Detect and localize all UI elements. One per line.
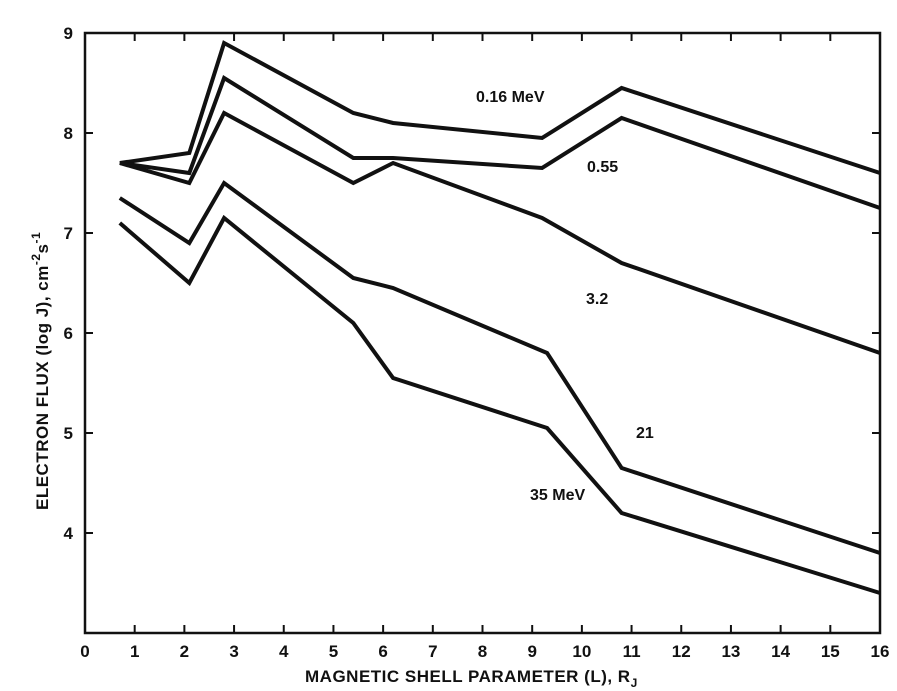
series-line-2 bbox=[119, 110, 881, 355]
y-tick-label: 8 bbox=[64, 124, 73, 143]
series-line-1 bbox=[119, 75, 881, 210]
y-tick-label: 6 bbox=[64, 324, 73, 343]
x-tick-label: 15 bbox=[821, 642, 840, 661]
series-label-0-16-mev: 0.16 MeV bbox=[476, 89, 545, 106]
series-line-3 bbox=[118, 180, 881, 555]
x-tick-label: 3 bbox=[229, 642, 238, 661]
x-tick-label: 11 bbox=[623, 642, 641, 661]
plot-frame bbox=[83, 31, 882, 635]
y-tick-label: 4 bbox=[64, 524, 74, 543]
x-tick-label: 12 bbox=[672, 642, 691, 661]
x-tick-label: 0 bbox=[80, 642, 89, 661]
y-tick-label: 9 bbox=[64, 24, 73, 43]
x-axis-ticks: 0 1 2 3 4 5 6 7 8 9 10 11 12 13 14 15 16 bbox=[80, 33, 889, 661]
x-tick-label: 6 bbox=[378, 642, 387, 661]
y-axis-ticks: 4 5 6 7 8 9 bbox=[64, 24, 880, 543]
series-line-0 bbox=[119, 40, 881, 175]
x-tick-label: 2 bbox=[180, 642, 189, 661]
x-tick-label: 14 bbox=[771, 642, 790, 661]
x-tick-label: 7 bbox=[428, 642, 437, 661]
x-tick-label: 13 bbox=[721, 642, 740, 661]
series-label-0-55: 0.55 bbox=[587, 159, 618, 176]
x-tick-label: 10 bbox=[572, 642, 591, 661]
y-axis-title: ELECTRON FLUX (log J), cm-2s-1 bbox=[29, 232, 52, 510]
series-line-4 bbox=[118, 214, 881, 595]
x-tick-label: 9 bbox=[527, 642, 536, 661]
series-label-35-mev: 35 MeV bbox=[530, 487, 585, 504]
x-tick-label: 8 bbox=[478, 642, 487, 661]
x-tick-label: 16 bbox=[871, 642, 890, 661]
x-tick-label: 4 bbox=[279, 642, 289, 661]
y-tick-label: 7 bbox=[64, 224, 73, 243]
y-tick-label: 5 bbox=[64, 424, 73, 443]
x-tick-label: 1 bbox=[130, 642, 139, 661]
series-label-3-2: 3.2 bbox=[586, 291, 608, 308]
x-axis-title: MAGNETIC SHELL PARAMETER (L), RJ bbox=[305, 667, 638, 690]
series-lines bbox=[118, 40, 881, 595]
series-label-21: 21 bbox=[636, 425, 654, 442]
x-tick-label: 5 bbox=[329, 642, 338, 661]
